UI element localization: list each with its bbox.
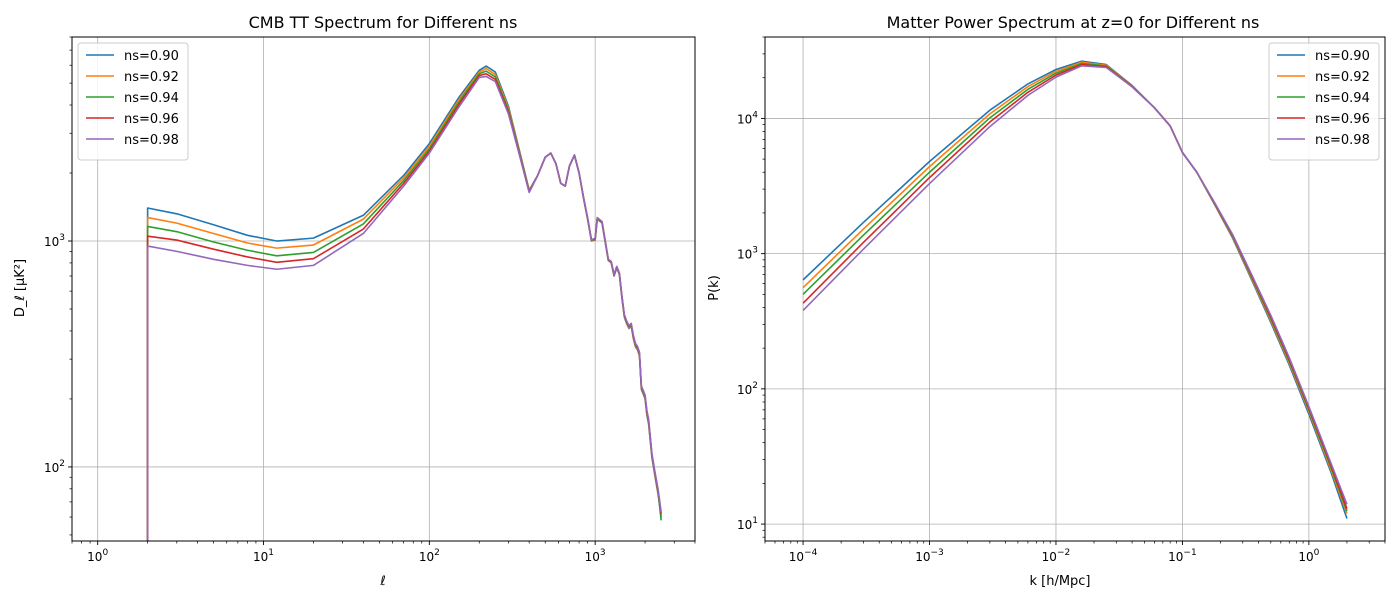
chart-title: CMB TT Spectrum for Different ns	[249, 13, 518, 32]
y-tick-label: 104	[737, 110, 758, 126]
legend: ns=0.90 ns=0.92 ns=0.94 ns=0.96 ns=0.98	[1268, 42, 1380, 161]
legend-label: ns=0.92	[1315, 70, 1370, 85]
axes-frame	[764, 36, 1386, 542]
legend-box	[1268, 42, 1380, 161]
x-tick-label: 10−2	[1042, 548, 1071, 564]
x-tick-label: 103	[585, 548, 606, 564]
x-axis-label: k [h/Mpc]	[1029, 574, 1090, 589]
x-tick-label: 100	[87, 548, 108, 564]
legend-label: ns=0.90	[1315, 49, 1370, 64]
cmb-tt-panel: CMB TT Spectrum for Different ns 100 101 1…	[13, 13, 696, 589]
legend-label: ns=0.92	[124, 70, 179, 85]
grid	[765, 37, 1385, 541]
series-line-ns-0-96	[146, 72, 662, 541]
x-tick-label: 102	[419, 548, 440, 564]
x-tick-label: 10−3	[915, 548, 944, 564]
series-line-ns-0-90	[146, 65, 662, 541]
legend-box	[77, 42, 189, 161]
y-tick-label: 103	[44, 233, 65, 249]
y-tick-label: 102	[737, 381, 758, 397]
matter-power-panel: Matter Power Spectrum at z=0 for Differe…	[707, 13, 1386, 589]
chart-title: Matter Power Spectrum at z=0 for Differe…	[887, 13, 1260, 32]
series-line-ns-0-98	[802, 64, 1348, 505]
series-line-ns-0-90	[802, 60, 1348, 519]
series-line-ns-0-96	[802, 63, 1348, 509]
axes-frame	[71, 36, 696, 542]
x-tick-label: 10−4	[789, 548, 818, 564]
x-tick-label: 101	[253, 548, 274, 564]
y-axis-label: D_ℓ [μK²]	[13, 259, 28, 317]
legend-label: ns=0.98	[1315, 133, 1370, 148]
x-axis-label: ℓ	[379, 574, 385, 589]
series-line-ns-0-98	[146, 75, 662, 541]
series-group	[802, 60, 1348, 519]
y-axis-label: P(k)	[707, 275, 722, 301]
legend-label: ns=0.94	[124, 91, 179, 106]
series-line-ns-0-94	[146, 70, 662, 541]
y-tick-label: 102	[44, 459, 65, 475]
legend-label: ns=0.96	[1315, 112, 1370, 127]
grid	[72, 37, 695, 541]
series-group	[146, 65, 662, 541]
legend-label: ns=0.94	[1315, 91, 1370, 106]
x-tick-label: 100	[1298, 548, 1319, 564]
y-tick-label: 103	[737, 246, 758, 262]
series-line-ns-0-92	[146, 67, 662, 541]
y-tick-label: 101	[737, 516, 758, 532]
legend-label: ns=0.90	[124, 49, 179, 64]
ticks: 10−4 10−3 10−2 10−1 100 101 102 103 104	[737, 110, 1320, 564]
series-line-ns-0-92	[802, 61, 1348, 514]
x-tick-label: 10−1	[1168, 548, 1197, 564]
ticks: 100 101 102 103 102 103	[44, 233, 606, 564]
series-line-ns-0-94	[802, 62, 1348, 512]
legend: ns=0.90 ns=0.92 ns=0.94 ns=0.96 ns=0.98	[77, 42, 189, 161]
legend-label: ns=0.96	[124, 112, 179, 127]
legend-label: ns=0.98	[124, 133, 179, 148]
